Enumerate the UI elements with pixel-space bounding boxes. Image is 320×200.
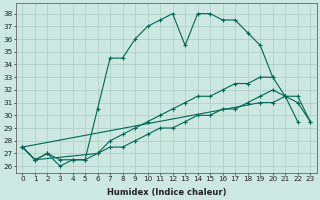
X-axis label: Humidex (Indice chaleur): Humidex (Indice chaleur) [107,188,226,197]
